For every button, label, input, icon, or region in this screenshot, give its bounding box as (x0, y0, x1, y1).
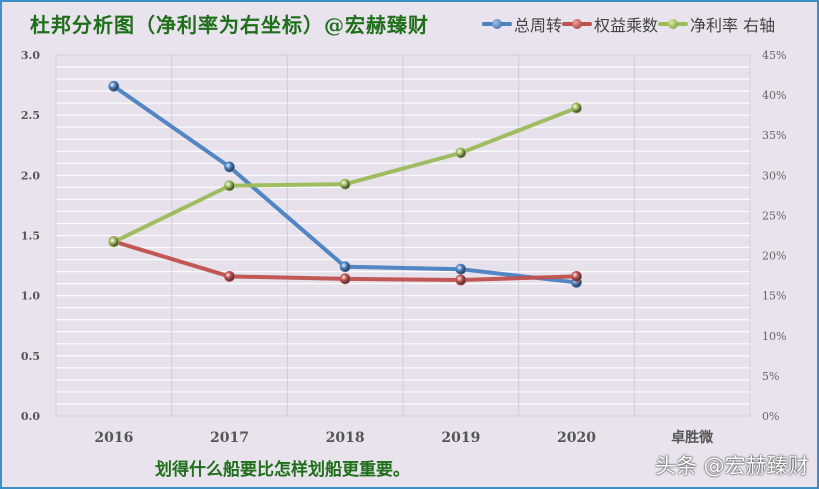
right-axis-tick-label: 5% (762, 370, 779, 383)
left-axis-tick-label: 1.0 (21, 290, 40, 303)
left-axis-tick-label: 3.0 (21, 49, 40, 62)
data-point-marker (339, 178, 351, 190)
right-axis-tick-label: 25% (762, 209, 786, 222)
right-axis-tick-label: 20% (762, 250, 786, 263)
legend-label: 净利率 右轴 (690, 16, 776, 35)
x-axis-category-label: 2017 (210, 430, 249, 446)
left-axis-tick-label: 0.5 (21, 350, 40, 363)
data-point-marker (339, 273, 351, 285)
legend-item-net-margin: 净利率 右轴 (658, 12, 775, 36)
left-axis-tick-label: 2.0 (21, 169, 40, 182)
watermark: 头条 @宏赫臻财 (655, 454, 809, 478)
chart-title: 杜邦分析图（净利率为右坐标）@宏赫臻财 (30, 13, 429, 37)
data-point-marker (339, 261, 351, 273)
legend-item-equity-multiplier: 权益乘数 (562, 12, 658, 36)
data-point-marker (455, 274, 467, 286)
left-axis-tick-label: 0.0 (21, 410, 40, 423)
x-axis-category-label: 2020 (557, 430, 596, 446)
left-axis-tick-label: 1.5 (21, 230, 40, 243)
right-axis-tick-label: 15% (762, 290, 786, 303)
right-axis-tick-label: 30% (762, 169, 786, 182)
x-axis-category-label: 2018 (326, 430, 365, 446)
legend-line-marker-icon (658, 19, 689, 29)
legend: 总周转 权益乘数 净利率 右轴 (482, 12, 775, 36)
data-point-marker (224, 161, 235, 173)
legend-label: 权益乘数 (594, 16, 659, 35)
data-point-marker (108, 236, 120, 248)
data-point-marker (455, 263, 467, 275)
data-point-marker (455, 147, 467, 159)
right-axis-tick-label: 10% (762, 330, 786, 343)
caption: 划得什么船要比怎样划船更重要。 (155, 460, 410, 480)
data-point-marker (108, 80, 120, 92)
left-axis-tick-label: 2.5 (21, 109, 40, 122)
legend-line-marker-icon (562, 19, 593, 29)
legend-label: 总周转 (514, 16, 563, 35)
right-axis-tick-label: 45% (762, 49, 786, 62)
data-point-marker (224, 271, 235, 282)
right-axis-tick-label: 40% (762, 89, 786, 102)
x-axis-category-label: 卓胜微 (671, 429, 714, 446)
right-axis-tick-label: 35% (762, 129, 786, 142)
data-point-marker (571, 271, 582, 282)
right-axis-tick-label: 0% (762, 410, 779, 423)
x-axis-category-label: 2016 (94, 430, 133, 446)
x-axis-category-label: 2019 (441, 430, 480, 446)
data-point-marker (571, 102, 582, 114)
data-point-marker (224, 180, 235, 192)
legend-line-marker-icon (482, 19, 512, 29)
legend-item-total-turnover: 总周转 (482, 12, 562, 36)
